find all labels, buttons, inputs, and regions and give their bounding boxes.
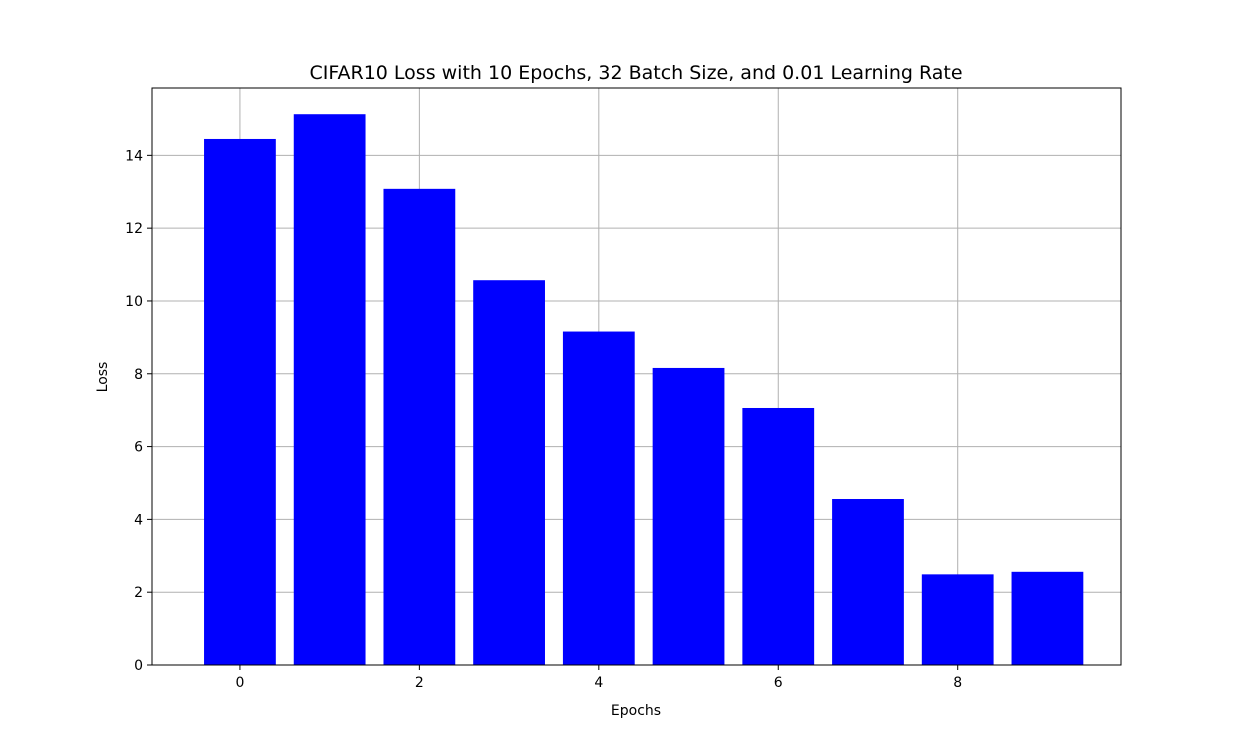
bar-epoch-1 (293, 114, 366, 666)
bar-epoch-8 (921, 574, 994, 665)
x-tick-label: 8 (953, 675, 962, 691)
y-axis-ticks: 0 2 4 6 8 10 12 14 (125, 148, 152, 674)
y-axis-label: Loss (95, 362, 111, 393)
x-tick-label: 4 (594, 675, 603, 691)
x-axis-ticks: 0 2 4 6 8 (235, 665, 962, 691)
y-tick-label: 10 (125, 294, 143, 310)
bar-epoch-7 (832, 498, 904, 665)
y-tick-label: 14 (125, 148, 143, 164)
bar-epoch-4 (562, 331, 635, 665)
y-tick-label: 6 (134, 440, 143, 456)
x-tick-label: 0 (235, 675, 244, 691)
y-tick-label: 12 (125, 221, 143, 237)
y-tick-label: 0 (134, 658, 143, 674)
plot-area-frame (151, 87, 1122, 666)
y-tick-label: 8 (134, 367, 143, 383)
bar-epoch-6 (742, 407, 815, 665)
bar-epoch-2 (383, 188, 456, 665)
bar-epoch-9 (1011, 571, 1084, 665)
y-tick-label: 2 (134, 585, 143, 601)
y-tick-label: 4 (134, 512, 143, 528)
bar-epoch-0 (204, 138, 276, 665)
x-tick-label: 6 (774, 675, 783, 691)
bars (204, 114, 1084, 666)
x-tick-label: 2 (415, 675, 424, 691)
bar-epoch-3 (473, 280, 545, 665)
chart-title: CIFAR10 Loss with 10 Epochs, 32 Batch Si… (309, 62, 962, 84)
x-axis-label: Epochs (611, 703, 661, 719)
bar-epoch-5 (652, 367, 725, 665)
